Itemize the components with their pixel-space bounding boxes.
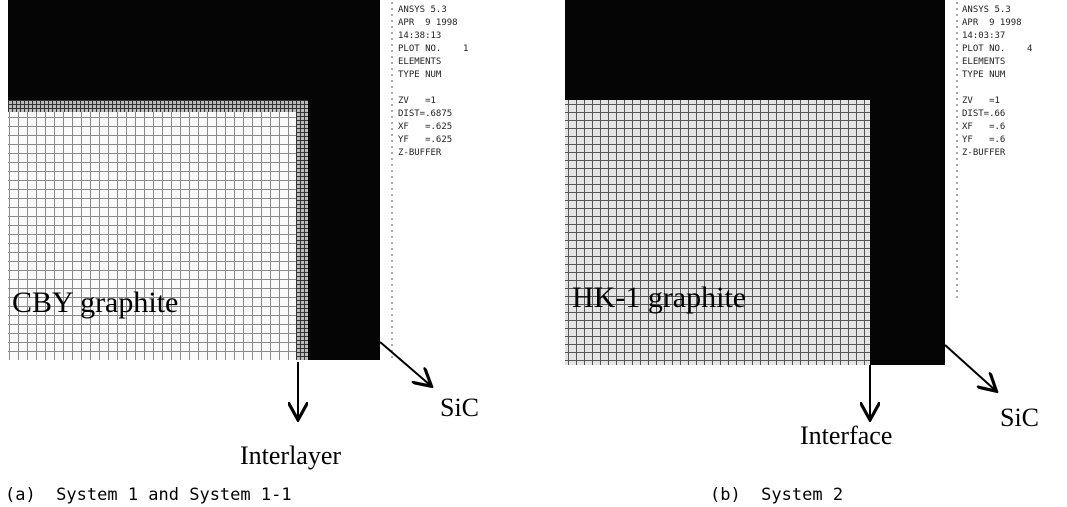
arrow [945,345,995,390]
info-line: APR 9 1998 [398,18,458,28]
info-line: TYPE NUM [398,70,442,80]
material-label: HK-1 graphite [572,281,746,314]
sic-top [8,0,380,100]
info-line: TYPE NUM [962,70,1006,80]
ansys-info: ANSYS 5.3 APR 9 1998 14:38:13 PLOT NO. 1 ELE… [398,5,468,158]
panel-b: ANSYS 5.3 APR 9 1998 14:03:37 PLOT NO. 4 ELE… [565,0,1039,505]
mesh [8,100,308,360]
material-label: CBY graphite [12,286,178,319]
info-line: PLOT NO. 1 [398,44,468,54]
info-line: ZV =1 [962,96,1000,106]
sic-label: SiC [440,393,479,422]
info-line: APR 9 1998 [962,18,1022,28]
ansys-info: ANSYS 5.3 APR 9 1998 14:03:37 PLOT NO. 4 ELE… [962,5,1032,158]
arrow [380,342,430,385]
boundary-label: Interface [800,421,892,450]
info-line: ANSYS 5.3 [962,5,1011,15]
info-line: YF =.6 [962,135,1005,145]
info-line: 14:38:13 [398,31,441,41]
caption: (b) System 2 [710,485,843,505]
info-line: DIST=.6875 [398,109,452,119]
info-line: ELEMENTS [962,57,1005,67]
info-line: Z-BUFFER [962,148,1006,158]
boundary-label: Interlayer [240,441,341,470]
figure: ANSYS 5.3 APR 9 1998 14:38:13 PLOT NO. 1 ELE… [0,0,1067,507]
info-line: ANSYS 5.3 [398,5,447,15]
info-line: XF =.625 [398,122,452,132]
info-line: DIST=.66 [962,109,1005,119]
info-line: 14:03:37 [962,31,1005,41]
info-line: PLOT NO. 4 [962,44,1032,54]
info-line: Z-BUFFER [398,148,442,158]
info-line: ZV =1 [398,96,436,106]
sic-label: SiC [1000,403,1039,432]
mesh [565,100,870,365]
info-line: YF =.625 [398,135,452,145]
info-line: XF =.6 [962,122,1005,132]
caption: (a) System 1 and System 1-1 [5,485,292,505]
sic-side [308,100,380,360]
sic-top [565,0,945,100]
panel-a: ANSYS 5.3 APR 9 1998 14:38:13 PLOT NO. 1 ELE… [5,0,479,505]
sic-side [870,100,945,365]
info-line: ELEMENTS [398,57,441,67]
